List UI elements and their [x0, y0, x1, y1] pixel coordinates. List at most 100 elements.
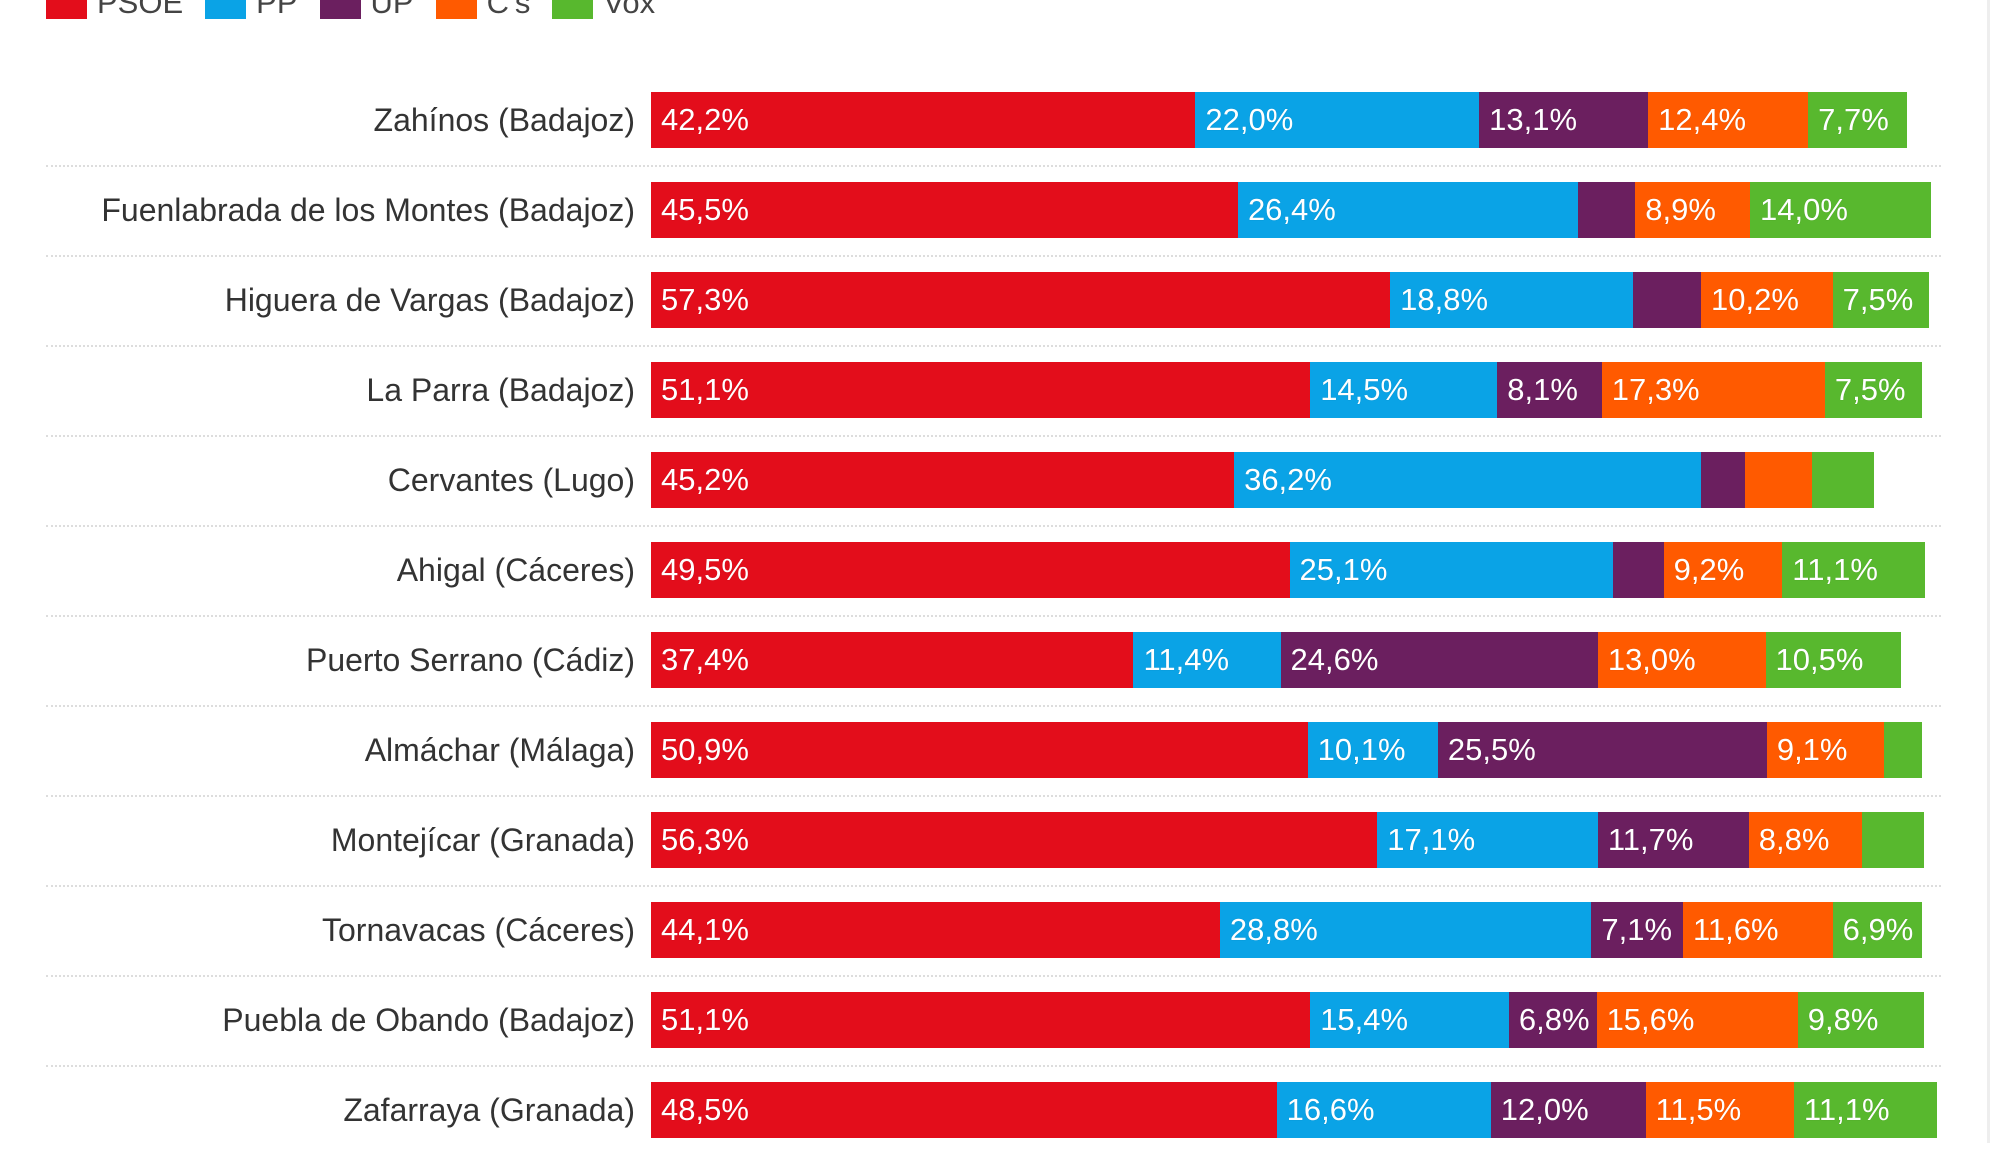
bar-segment-cs: 17,3%: [1601, 362, 1825, 418]
legend-item: PSOE: [46, 0, 183, 21]
category-label: Ahigal (Cáceres): [396, 552, 635, 588]
bar-segment-cs: 13,0%: [1597, 632, 1766, 688]
row-separator: [46, 345, 1941, 347]
legend-label: C's: [486, 0, 531, 20]
bar-segment-psoe: 45,2%: [651, 452, 1235, 508]
bar-segment-up: 8,1%: [1497, 362, 1602, 418]
row-separator: [46, 435, 1941, 437]
stacked-bar: 49,5% 25,1% 9,2% 11,1%: [651, 542, 1926, 598]
stacked-bar: 44,1% 28,8% 7,1% 11,6% 6,9%: [651, 902, 1922, 958]
bar-segment-pp: 18,8%: [1390, 272, 1633, 328]
bar-segment-up: 12,0%: [1490, 1082, 1646, 1138]
category-label: Puebla de Obando (Badajoz): [222, 1002, 635, 1038]
category-label: Montejícar (Granada): [330, 822, 635, 858]
bar-segment-up: [1578, 182, 1636, 238]
stacked-bar: 45,5% 26,4% 8,9% 14,0%: [651, 182, 1931, 238]
bar-segment-cs: 8,9%: [1635, 182, 1751, 238]
legend-swatch: [46, 0, 87, 19]
bar-segment-up: 13,1%: [1479, 92, 1649, 148]
bar-segment-psoe: 44,1%: [651, 902, 1220, 958]
bar-segment-pp: 14,5%: [1310, 362, 1498, 418]
bar-segment-vox: 7,7%: [1808, 92, 1908, 148]
bar-segment-up: 6,8%: [1508, 992, 1597, 1048]
bar-segment-psoe: 42,2%: [651, 92, 1196, 148]
category-label: Tornavacas (Cáceres): [322, 912, 635, 948]
bar-segment-psoe: 51,1%: [651, 992, 1311, 1048]
legend-swatch: [205, 0, 247, 19]
row-separator: [46, 255, 1941, 257]
legend-swatch: [319, 0, 361, 19]
bar-segment-vox: 7,5%: [1824, 362, 1922, 418]
legend-item: PP: [205, 0, 298, 21]
category-label: Puerto Serrano (Cádiz): [305, 642, 635, 678]
stacked-bar: 45,2% 36,2%: [651, 452, 1874, 508]
bar-segment-vox: 11,1%: [1793, 1082, 1938, 1138]
bar-row: Zafarraya (Granada) 48,5% 16,6% 12,0% 11,5% 1…: [0, 1065, 2000, 1155]
row-separator: [46, 975, 1941, 977]
row-separator: [46, 165, 1941, 167]
legend-item: Vox: [552, 0, 655, 21]
bar-segment-pp: 36,2%: [1234, 452, 1702, 508]
bar-segment-pp: 22,0%: [1195, 92, 1480, 148]
row-separator: [46, 705, 1941, 707]
bar-segment-psoe: 51,1%: [651, 362, 1311, 418]
bar-segment-cs: 9,1%: [1766, 722, 1885, 778]
legend-label: PSOE: [97, 0, 184, 20]
bar-segment-psoe: 56,3%: [651, 812, 1378, 868]
category-label: Zahínos (Badajoz): [373, 102, 635, 138]
bar-segment-psoe: 37,4%: [651, 632, 1134, 688]
bar-row: Ahigal (Cáceres) 49,5% 25,1% 9,2% 11,1%: [0, 525, 2000, 617]
bar-segment-up: 11,7%: [1597, 812, 1749, 868]
row-separator: [46, 525, 1941, 527]
legend-label: Vox: [603, 0, 656, 20]
category-label: Almáchar (Málaga): [364, 732, 635, 768]
bar-segment-vox: 9,8%: [1797, 992, 1925, 1048]
legend-label: PP: [256, 0, 298, 20]
row-separator: [46, 1065, 1941, 1067]
bar-segment-pp: 10,1%: [1307, 722, 1438, 778]
stacked-bar: 50,9% 10,1% 25,5% 9,1%: [651, 722, 1922, 778]
bar-row: Tornavacas (Cáceres) 44,1% 28,8% 7,1% 11,6% 6…: [0, 885, 2000, 977]
bar-segment-cs: 15,6%: [1596, 992, 1798, 1048]
bar-row: La Parra (Badajoz) 51,1% 14,5% 8,1% 17,3% 7,5…: [0, 345, 2000, 437]
category-label: Cervantes (Lugo): [387, 462, 635, 498]
legend-swatch: [435, 0, 477, 19]
bar-segment-up: 24,6%: [1280, 632, 1598, 688]
legend-item: UP: [319, 0, 414, 21]
category-label: Zafarraya (Granada): [343, 1092, 635, 1128]
bar-segment-pp: 17,1%: [1377, 812, 1598, 868]
bar-segment-pp: 16,6%: [1276, 1082, 1491, 1138]
bar-segment-pp: 15,4%: [1310, 992, 1509, 1048]
bar-segment-vox: [1811, 452, 1874, 508]
stacked-bar: 48,5% 16,6% 12,0% 11,5% 11,1%: [651, 1082, 1938, 1138]
bar-segment-up: 7,1%: [1591, 902, 1683, 958]
stacked-bar: 37,4% 11,4% 24,6% 13,0% 10,5%: [651, 632, 1901, 688]
stacked-bar: 57,3% 18,8% 10,2% 7,5%: [651, 272, 1930, 328]
bar-row: Puerto Serrano (Cádiz) 37,4% 11,4% 24,6% 13,…: [0, 615, 2000, 707]
stacked-bar: 56,3% 17,1% 11,7% 8,8%: [651, 812, 1925, 868]
bar-segment-cs: 11,6%: [1682, 902, 1833, 958]
bar-row: Cervantes (Lugo) 45,2% 36,2%: [0, 435, 2000, 527]
bar-segment-cs: 10,2%: [1701, 272, 1833, 328]
bar-segment-pp: 28,8%: [1219, 902, 1592, 958]
legend: PSOE PP UP C's Vox: [46, 0, 677, 20]
bar-segment-vox: 10,5%: [1765, 632, 1901, 688]
bar-segment-pp: 25,1%: [1289, 542, 1614, 598]
bar-segment-vox: 14,0%: [1750, 182, 1931, 238]
bar-segment-psoe: 45,5%: [651, 182, 1238, 238]
bar-segment-vox: 11,1%: [1782, 542, 1926, 598]
bar-segment-vox: [1862, 812, 1925, 868]
category-label: Fuenlabrada de los Montes (Badajoz): [101, 192, 635, 228]
bar-segment-up: [1613, 542, 1664, 598]
bar-row: Montejícar (Granada) 56,3% 17,1% 11,7% 8,8%: [0, 795, 2000, 887]
stacked-bar: 42,2% 22,0% 13,1% 12,4% 7,7%: [651, 92, 1908, 148]
bar-row: Puebla de Obando (Badajoz) 51,1% 15,4% 6,8%…: [0, 975, 2000, 1067]
bar-segment-cs: 8,8%: [1748, 812, 1863, 868]
bar-segment-vox: 7,5%: [1832, 272, 1930, 328]
bar-segment-psoe: 48,5%: [651, 1082, 1277, 1138]
bar-segment-psoe: 49,5%: [651, 542, 1290, 598]
row-separator: [46, 795, 1941, 797]
bar-segment-up: [1632, 272, 1702, 328]
